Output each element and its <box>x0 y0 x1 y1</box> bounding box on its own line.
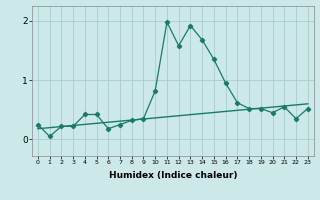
X-axis label: Humidex (Indice chaleur): Humidex (Indice chaleur) <box>108 171 237 180</box>
